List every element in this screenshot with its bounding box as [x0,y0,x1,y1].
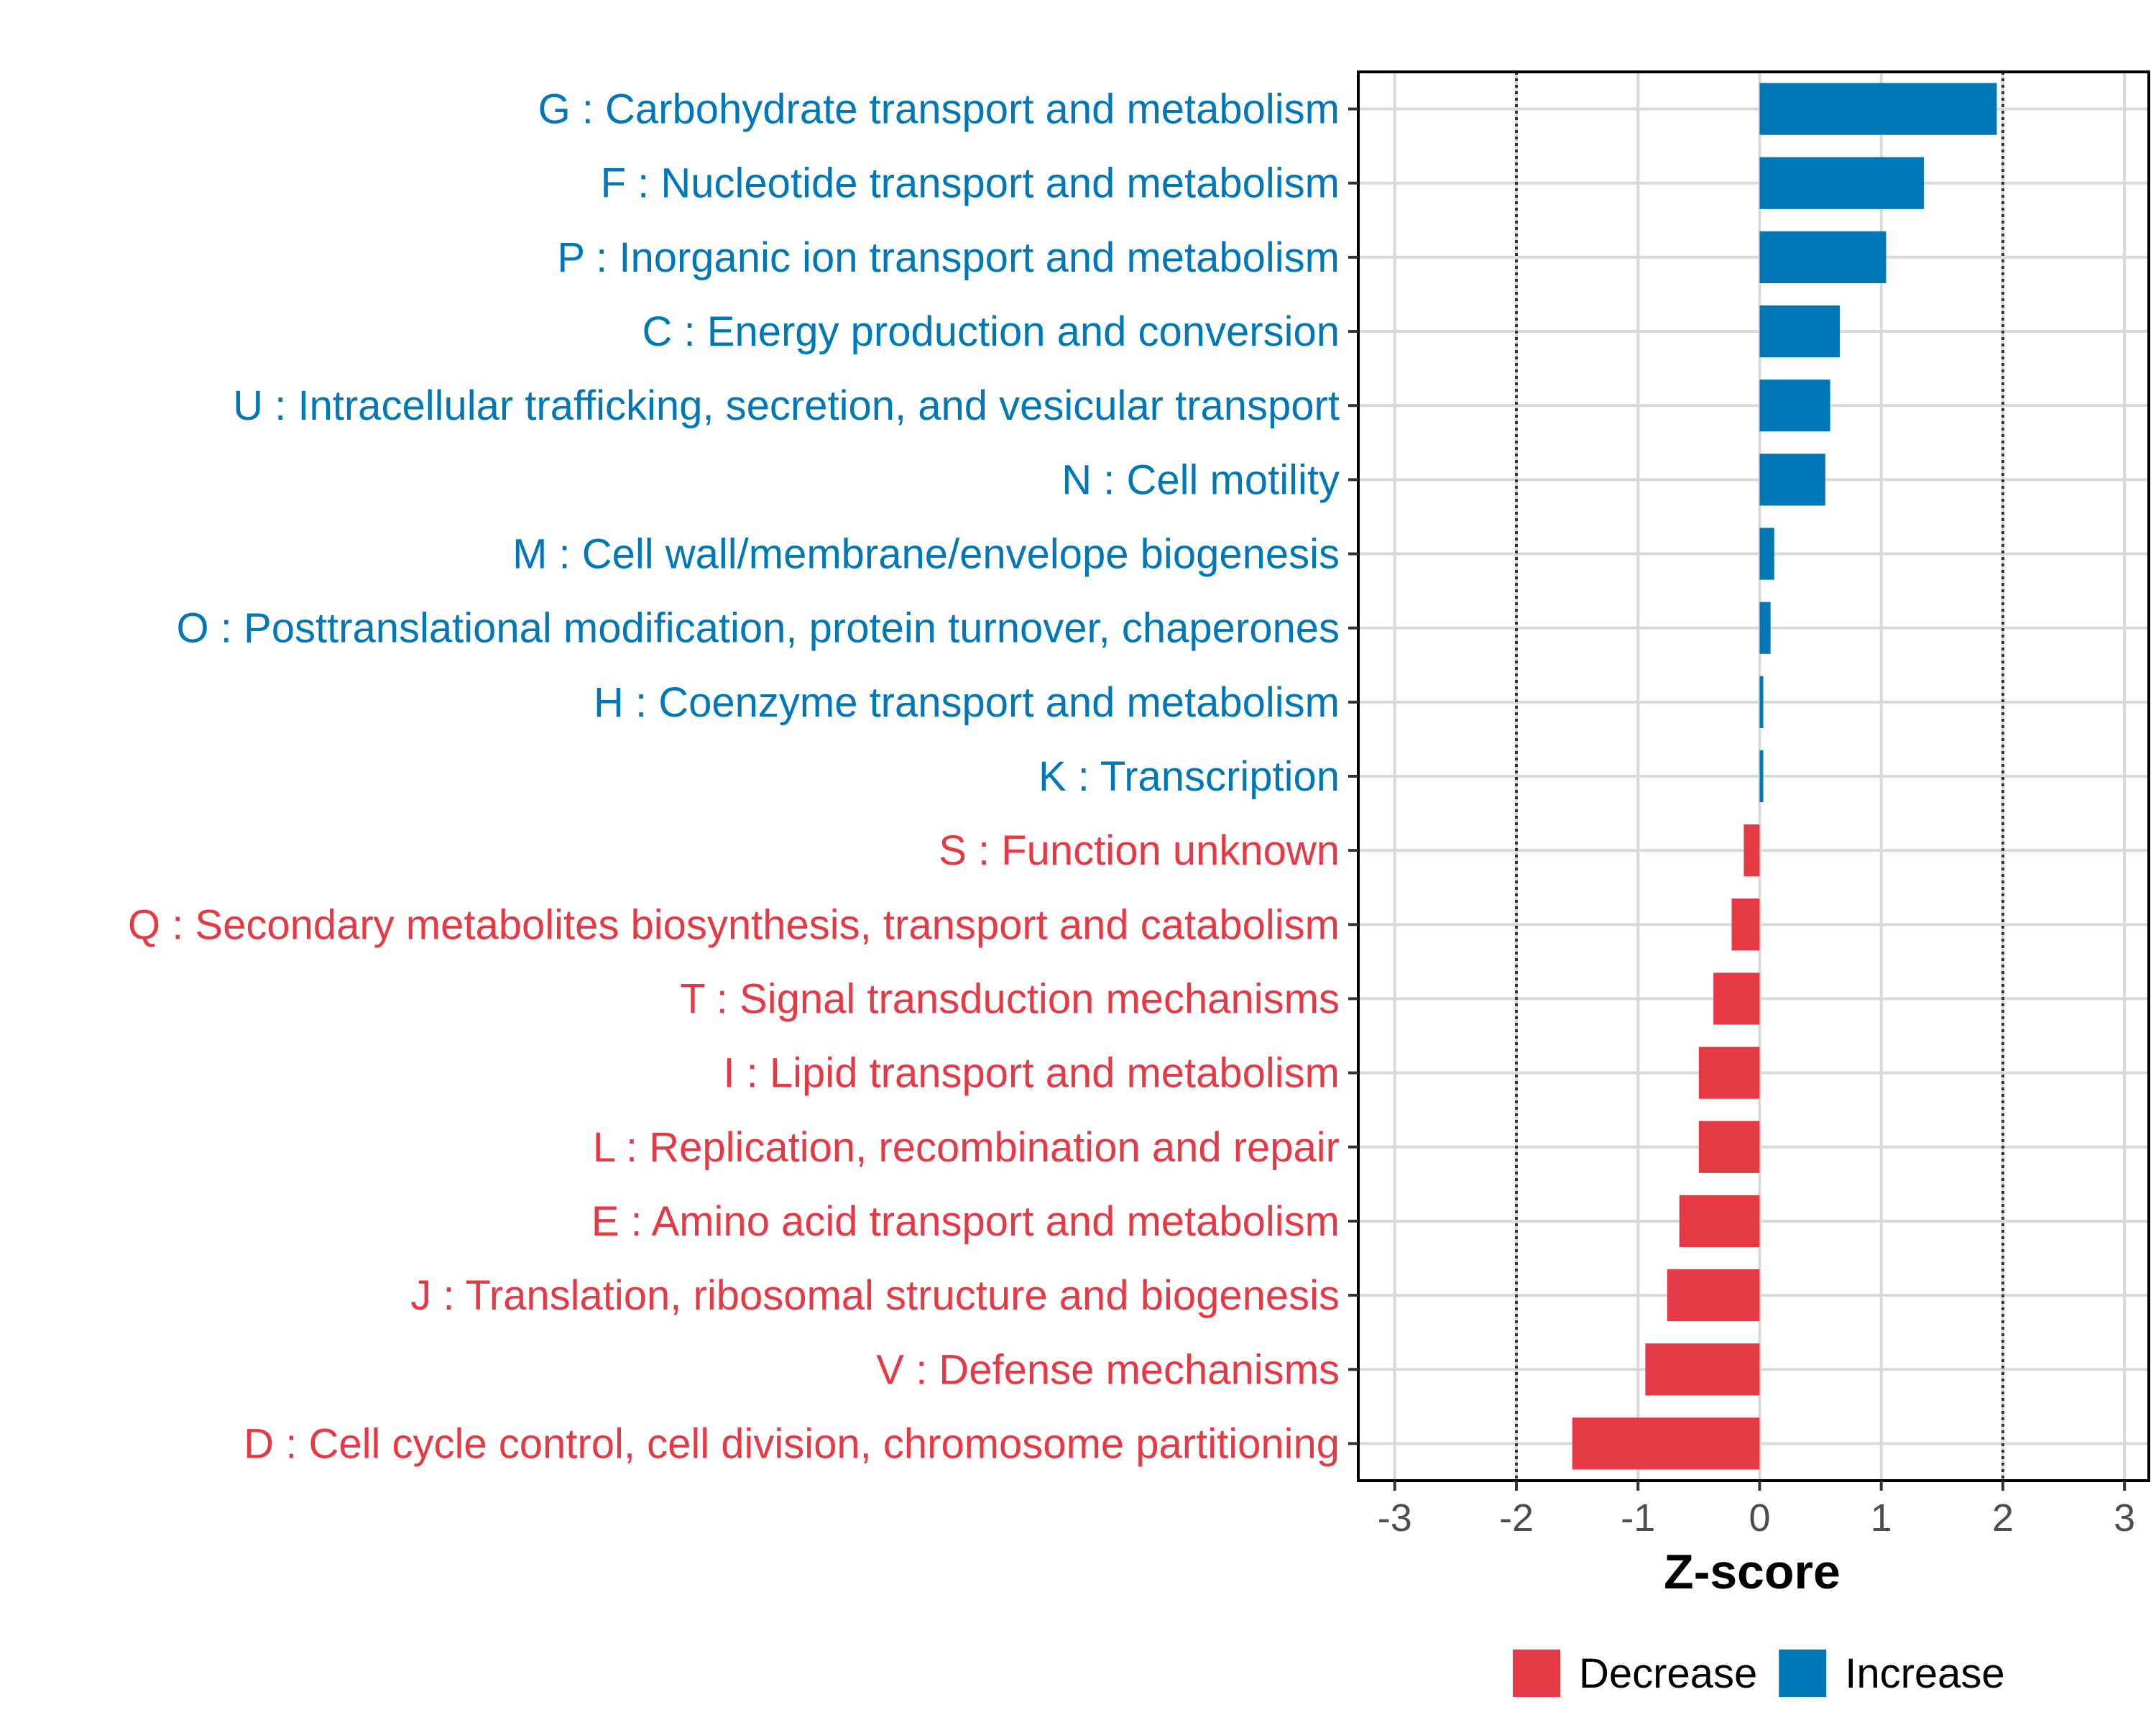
bar [1759,676,1764,728]
category-label: K : Transcription [1038,753,1340,800]
x-tick-label: -1 [1621,1496,1655,1540]
bar [1713,972,1760,1025]
bar [1759,157,1924,209]
category-label: T : Signal transduction mechanisms [680,975,1340,1022]
category-label: Q : Secondary metabolites biosynthesis, … [128,901,1340,948]
category-label: J : Translation, ribosomal structure and… [410,1272,1340,1319]
bar [1759,231,1886,283]
bar [1759,750,1764,803]
category-label: F : Nucleotide transport and metabolism [601,160,1340,207]
bar [1759,528,1774,580]
category-label: N : Cell motility [1061,456,1340,503]
x-tick-label: 1 [1871,1496,1892,1540]
threshold-layer [1515,72,2004,1481]
legend: Decrease Increase [1513,1650,2005,1697]
category-label: E : Amino acid transport and metabolism [591,1198,1340,1245]
category-label: O : Posttranslational modification, prot… [177,605,1340,652]
category-label: V : Defense mechanisms [876,1346,1340,1393]
legend-label: Increase [1845,1650,2004,1697]
legend-swatch [1779,1650,1827,1697]
bar [1759,454,1825,506]
bar-layer [1572,83,1997,1470]
category-label: P : Inorganic ion transport and metaboli… [557,234,1340,281]
bar [1679,1195,1760,1248]
bar [1759,602,1771,654]
category-label: L : Replication, recombination and repai… [593,1124,1340,1171]
category-label: C : Energy production and conversion [642,308,1340,355]
bar [1667,1269,1760,1322]
category-label: U : Intracellular trafficking, secretion… [233,382,1340,429]
bar [1759,305,1841,358]
x-tick-label: -2 [1499,1496,1534,1540]
bar [1743,824,1760,877]
x-axis-title: Z-score [1664,1545,1841,1599]
bar [1572,1417,1760,1470]
bar [1759,380,1830,432]
category-label: M : Cell wall/membrane/envelope biogenes… [512,531,1340,578]
x-tick-label: -3 [1378,1496,1412,1540]
category-label: D : Cell cycle control, cell division, c… [244,1420,1340,1467]
x-tick-label: 3 [2114,1496,2135,1540]
bar [1698,1046,1760,1099]
bar [1698,1121,1760,1173]
legend-swatch [1513,1650,1560,1697]
x-tick-layer: -3 -2 -1 0 1 2 3 [1378,1481,2135,1540]
category-label: G : Carbohydrate transport and metabolis… [538,86,1340,133]
x-tick-label: 2 [1992,1496,2014,1540]
bar [1759,83,1997,135]
bar [1731,898,1760,951]
category-label: S : Function unknown [939,827,1340,874]
category-label: I : Lipid transport and metabolism [723,1050,1340,1097]
y-tick-layer: G : Carbohydrate transport and metabolis… [128,86,1358,1467]
x-tick-label: 0 [1749,1496,1770,1540]
bar [1645,1343,1760,1396]
legend-label: Decrease [1579,1650,1757,1697]
category-label: H : Coenzyme transport and metabolism [594,679,1340,726]
